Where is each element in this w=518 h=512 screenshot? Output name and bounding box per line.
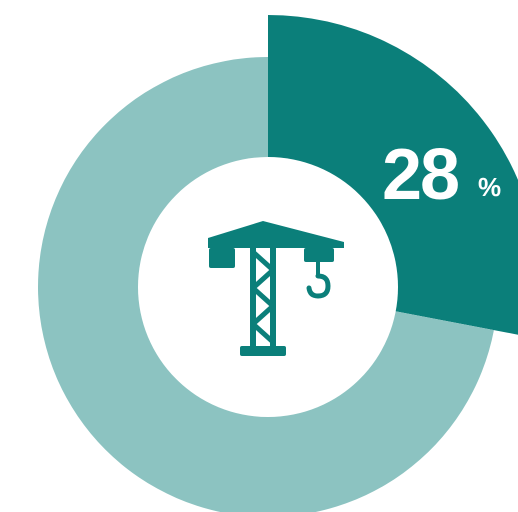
percentage-value: 28	[382, 135, 458, 215]
donut-hole	[138, 157, 398, 417]
percentage-unit: %	[478, 172, 501, 202]
construction-crane-icon	[208, 221, 344, 356]
